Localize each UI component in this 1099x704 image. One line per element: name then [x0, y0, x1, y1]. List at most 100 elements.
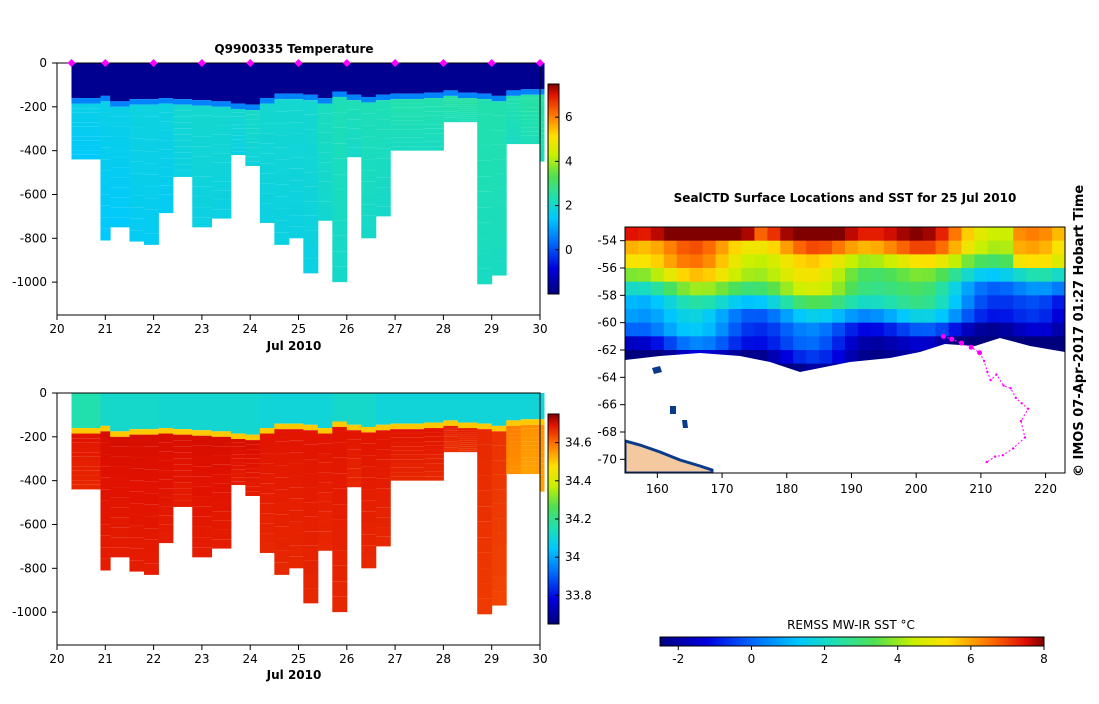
section-cell: [143, 434, 159, 447]
section-cell: [375, 424, 391, 431]
section-cell: [274, 63, 290, 94]
section-cell: [506, 425, 522, 430]
map-latitude-axis: -54 -56 -58 -60 -62 -64 -66 -68 -70: [597, 234, 625, 466]
section-cell: [71, 456, 82, 462]
section-cell: [332, 91, 348, 97]
sst-cell: [909, 336, 924, 351]
section-cell: [172, 464, 193, 471]
section-cell: [192, 63, 213, 101]
section-cell: [424, 441, 444, 446]
lat-tick-label: -64: [597, 370, 617, 384]
profile-marker: [391, 59, 400, 67]
sst-cell: [676, 336, 691, 351]
section-cell: [71, 154, 82, 160]
section-cell: [245, 110, 261, 115]
section-cell: [361, 136, 377, 148]
section-cell: [520, 424, 541, 429]
section-cell: [390, 454, 406, 460]
section-cell: [404, 116, 425, 121]
sst-cell: [650, 268, 665, 283]
section-cell: [71, 461, 82, 467]
section-cell: [274, 429, 290, 442]
sst-cell: [650, 254, 665, 269]
section-cell: [404, 63, 425, 94]
sst-cell: [702, 336, 717, 351]
sst-cell: [663, 240, 678, 255]
sst-cell: [987, 254, 1001, 269]
section-cell: [303, 63, 319, 95]
sst-cell: [728, 295, 743, 310]
section-cell: [443, 436, 459, 440]
section-cell: [477, 207, 493, 223]
section-cell: [245, 152, 261, 157]
section-cell: [100, 205, 111, 218]
sst-cell: [935, 281, 950, 296]
section-cell: [129, 491, 145, 504]
section-cell: [317, 428, 333, 434]
section-cell: [332, 143, 348, 159]
sst-cell: [689, 254, 704, 269]
section-cell: [520, 441, 541, 446]
section-cell: [477, 423, 493, 430]
section-cell: [245, 491, 261, 496]
section-cell: [457, 63, 478, 93]
section-cell: [506, 115, 522, 120]
section-cell: [443, 109, 459, 112]
section-cell: [317, 482, 333, 493]
section-cell: [540, 424, 545, 431]
section-cell: [245, 477, 261, 483]
section-cell: [404, 120, 425, 125]
colorbar-tick-label: 2: [565, 199, 573, 213]
section-cell: [443, 432, 459, 435]
sst-cell: [909, 240, 924, 255]
section-cell: [192, 430, 213, 436]
section-cell: [491, 393, 507, 426]
sst-cell: [819, 240, 833, 255]
sst-cell: [625, 254, 639, 269]
section-cell: [129, 173, 145, 185]
section-cell: [506, 449, 522, 454]
section-cell: [457, 432, 478, 435]
section-cell: [424, 124, 444, 129]
section-cell: [443, 119, 459, 123]
sst-cell: [961, 227, 976, 242]
section-cell: [404, 129, 425, 134]
colorbar-tick-label: 33.8: [565, 588, 592, 602]
sst-cell: [625, 281, 639, 296]
sst-cell: [987, 268, 1001, 283]
section-cell: [443, 428, 459, 431]
section-cell: [443, 90, 459, 96]
section-cell: [71, 470, 82, 476]
section-cell: [520, 131, 541, 136]
section-cell: [230, 454, 246, 459]
section-cell: [81, 108, 101, 113]
section-cell: [477, 268, 493, 285]
colorbar-tick-label: 6: [565, 110, 573, 124]
section-cell: [332, 220, 348, 236]
sst-cell: [1000, 240, 1014, 255]
section-cell: [317, 453, 333, 463]
section-cell: [274, 123, 290, 136]
sst-cell: [676, 268, 691, 283]
section-cell: [361, 466, 377, 478]
section-cell: [361, 204, 377, 216]
section-cell: [172, 446, 193, 453]
sst-cell: [1052, 268, 1065, 283]
section-cell: [288, 475, 304, 488]
sst-cell: [922, 268, 937, 283]
sst-cell: [857, 336, 872, 351]
section-cell: [506, 99, 522, 104]
section-cell: [230, 469, 246, 474]
section-cell: [81, 150, 101, 155]
section-cell: [172, 434, 193, 441]
section-cell: [390, 429, 406, 434]
section-cell: [129, 434, 145, 447]
sst-cell: [689, 309, 704, 324]
section-cell: [288, 93, 304, 100]
section-cell: [230, 103, 246, 110]
section-cell: [274, 99, 290, 112]
sst-cell: [974, 240, 988, 255]
section-cell: [158, 488, 174, 498]
section-cell: [211, 431, 232, 437]
y-tick-label: -200: [20, 100, 47, 114]
